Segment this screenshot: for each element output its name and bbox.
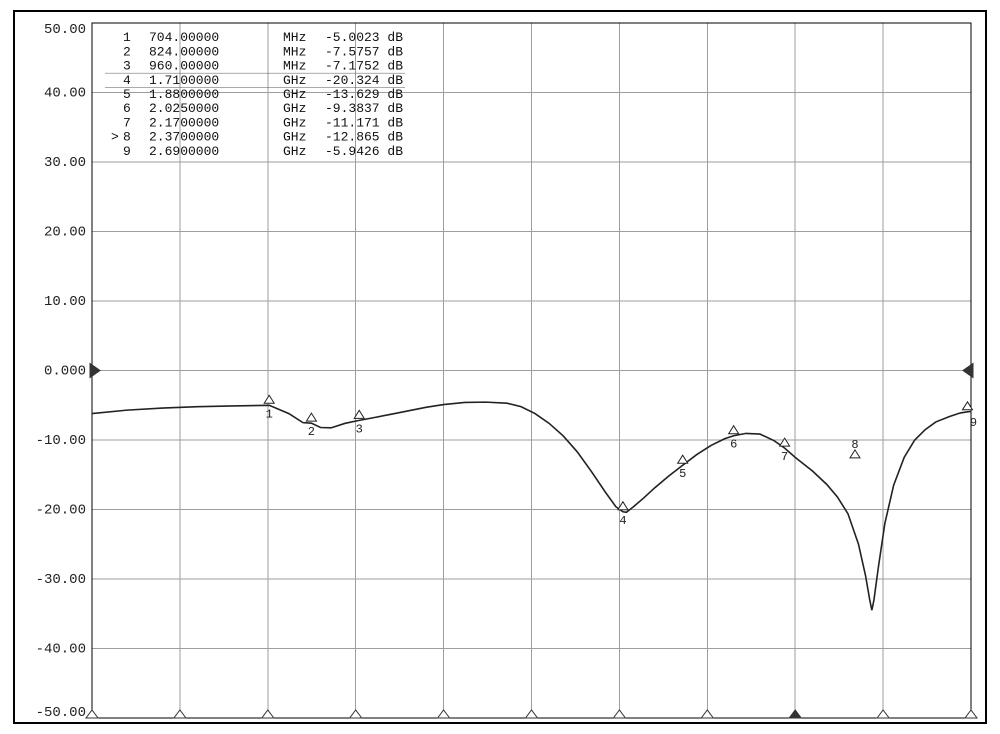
marker-label-2: 2 xyxy=(308,425,315,439)
x-tick-indicator xyxy=(174,710,186,718)
marker-row-unit: GHz xyxy=(283,115,306,130)
marker-row-freq: 1.7100000 xyxy=(149,73,219,88)
y-tick-label: 30.00 xyxy=(44,155,86,171)
marker-label-1: 1 xyxy=(266,407,273,421)
marker-row-db: -13.629 dB xyxy=(325,87,403,102)
marker-label-9: 9 xyxy=(970,416,977,430)
marker-row-db: -9.3837 dB xyxy=(325,101,403,116)
y-tick-label: -10.00 xyxy=(36,433,86,449)
marker-label-7: 7 xyxy=(781,450,788,464)
ref-indicator-right xyxy=(963,364,973,378)
marker-row-unit: MHz xyxy=(283,44,306,59)
x-tick-indicator xyxy=(262,710,274,718)
ref-indicator-left xyxy=(90,364,100,378)
marker-symbol-6 xyxy=(729,426,739,434)
marker-label-8: 8 xyxy=(851,438,858,452)
marker-symbol-5 xyxy=(678,455,688,463)
marker-table: 1 704.00000 MHz -5.0023 dB 2 824.00000 MHz -7.5… xyxy=(105,30,405,159)
marker-row-num: 3 xyxy=(123,59,131,74)
marker-row-db: -7.5757 dB xyxy=(325,44,403,59)
y-tick-label: 40.00 xyxy=(44,86,86,102)
marker-row-db: -5.0023 dB xyxy=(325,30,403,45)
x-tick-indicator xyxy=(350,710,362,718)
marker-row-num: 4 xyxy=(123,73,131,88)
marker-row-freq: 960.00000 xyxy=(149,59,219,74)
marker-symbol-2 xyxy=(306,413,316,421)
marker-label-4: 4 xyxy=(619,514,626,528)
marker-row-num: 2 xyxy=(123,44,131,59)
marker-row-unit: MHz xyxy=(283,59,306,74)
marker-row-num: 7 xyxy=(123,115,131,130)
marker-row-num: 9 xyxy=(123,144,131,159)
marker-row-unit: GHz xyxy=(283,101,306,116)
marker-row-db: -5.9426 dB xyxy=(325,144,403,159)
svg-text:>: > xyxy=(111,130,119,145)
x-tick-indicator xyxy=(877,710,889,718)
x-tick-indicator xyxy=(701,710,713,718)
y-tick-label: -30.00 xyxy=(36,572,86,588)
marker-row-unit: GHz xyxy=(283,130,306,145)
y-tick-label: 20.00 xyxy=(44,225,86,241)
marker-row-db: -12.865 dB xyxy=(325,130,403,145)
marker-row-freq: 704.00000 xyxy=(149,30,219,45)
x-tick-indicator xyxy=(789,710,801,718)
marker-row-freq: 2.3700000 xyxy=(149,130,219,145)
marker-row-freq: 1.8800000 xyxy=(149,87,219,102)
marker-label-6: 6 xyxy=(730,438,737,452)
marker-row-db: -20.324 dB xyxy=(325,73,403,88)
marker-row-freq: 2.6900000 xyxy=(149,144,219,159)
y-tick-label: 50.00 xyxy=(44,22,86,38)
marker-row-freq: 2.0250000 xyxy=(149,101,219,116)
marker-row-unit: GHz xyxy=(283,73,306,88)
marker-label-5: 5 xyxy=(679,467,686,481)
x-tick-indicator xyxy=(438,710,450,718)
marker-row-num: 5 xyxy=(123,87,131,102)
marker-row-freq: 824.00000 xyxy=(149,44,219,59)
marker-row-num: 1 xyxy=(123,30,131,45)
marker-row-freq: 2.1700000 xyxy=(149,115,219,130)
x-tick-indicator xyxy=(613,710,625,718)
marker-symbol-1 xyxy=(264,395,274,403)
x-tick-indicator xyxy=(86,710,98,718)
x-tick-indicator xyxy=(965,710,977,718)
marker-row-unit: GHz xyxy=(283,144,306,159)
marker-row-unit: MHz xyxy=(283,30,306,45)
marker-row-unit: GHz xyxy=(283,87,306,102)
y-tick-label: -40.00 xyxy=(36,642,86,658)
y-tick-label: -50.00 xyxy=(36,705,86,721)
marker-row-db: -11.171 dB xyxy=(325,115,403,130)
x-tick-indicator xyxy=(526,710,538,718)
marker-row-num: 6 xyxy=(123,101,131,116)
marker-symbol-7 xyxy=(780,438,790,446)
marker-row-db: -7.1752 dB xyxy=(325,59,403,74)
y-tick-label: -20.00 xyxy=(36,503,86,519)
marker-row-num: 8 xyxy=(123,130,131,145)
y-tick-label: 0.000 xyxy=(44,364,86,380)
y-tick-label: 10.00 xyxy=(44,294,86,310)
marker-label-3: 3 xyxy=(356,422,363,436)
